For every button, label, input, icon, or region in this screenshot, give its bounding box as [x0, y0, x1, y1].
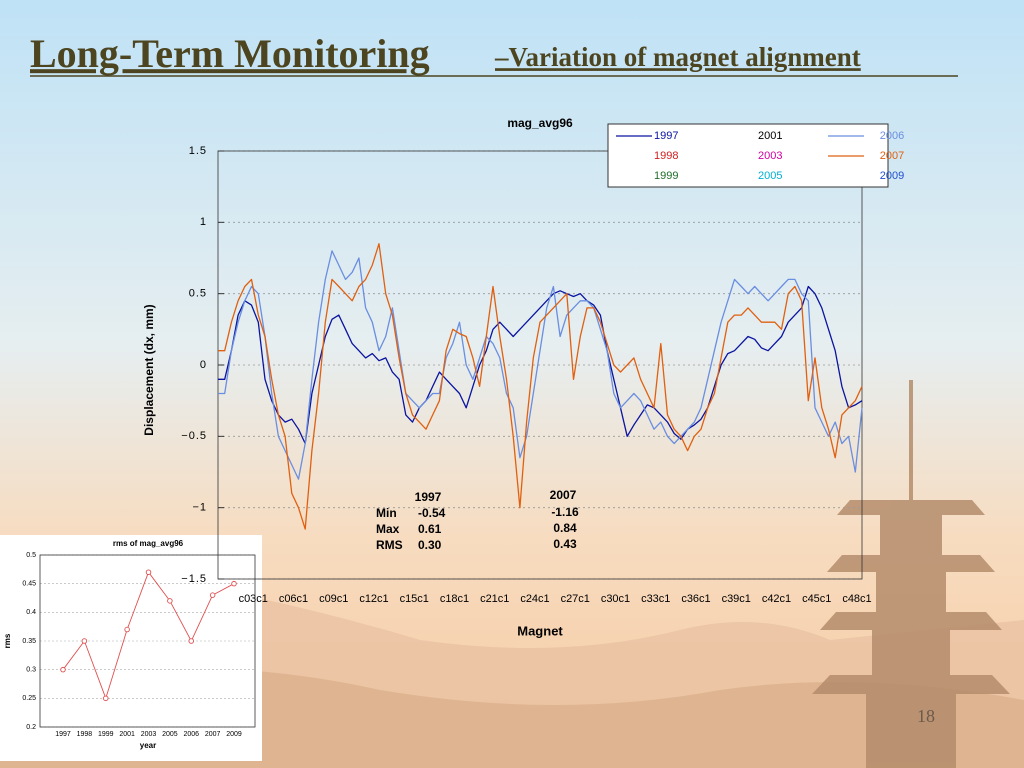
legend-label: 2001	[758, 130, 782, 142]
y-tick-label: 0.5	[26, 552, 36, 559]
slide-subtitle: –Variation of magnet alignment	[494, 42, 861, 72]
stats-year: 2007	[550, 488, 577, 502]
y-tick-label: 1.5	[189, 145, 207, 157]
y-tick-label: −0.5	[181, 430, 207, 442]
stats-value: 0.61	[418, 522, 442, 536]
x-tick-label: 1997	[55, 731, 71, 738]
y-tick-label: 0	[200, 359, 207, 371]
x-tick-label: 2005	[162, 731, 178, 738]
pagoda	[812, 380, 1010, 768]
stats-label: Max	[376, 522, 400, 536]
data-line	[218, 243, 863, 530]
stats-value: -0.54	[418, 506, 446, 520]
stats-label: Min	[376, 506, 397, 520]
data-point	[124, 626, 130, 633]
x-tick-label: 1999	[98, 731, 114, 738]
x-tick-label: c03c1	[239, 593, 268, 605]
data-point	[188, 638, 194, 644]
data-line	[218, 250, 863, 480]
legend-label: 2005	[758, 170, 782, 182]
y-tick-label: 0.4	[26, 609, 36, 616]
stats-year: 1997	[415, 490, 442, 504]
y-tick-label: 1	[200, 216, 207, 228]
y-tick-label: 0.35	[22, 638, 36, 645]
x-tick-label: c27c1	[561, 593, 590, 605]
x-tick-label: c21c1	[480, 593, 509, 605]
legend-label: 1999	[654, 170, 678, 182]
x-tick-label: c33c1	[641, 593, 670, 605]
legend-label: 2009	[880, 170, 904, 182]
legend-label: 2007	[880, 150, 904, 162]
x-tick-label: c15c1	[400, 593, 429, 605]
x-tick-label: c45c1	[802, 593, 831, 605]
y-axis-label: rms	[3, 633, 12, 648]
stats-value: 0.30	[418, 538, 442, 552]
y-tick-label: 0.5	[189, 288, 207, 300]
x-tick-label: c39c1	[722, 593, 751, 605]
x-tick-label: c42c1	[762, 593, 791, 605]
x-tick-label: c06c1	[279, 593, 308, 605]
legend-label: 1998	[654, 150, 678, 162]
data-point	[81, 638, 88, 644]
stats-label: RMS	[376, 538, 403, 552]
x-tick-label: 2009	[226, 731, 242, 738]
data-point	[145, 569, 152, 575]
x-tick-label: c18c1	[440, 593, 469, 605]
data-line	[218, 285, 863, 445]
slide-title: Long-Term Monitoring	[30, 31, 430, 76]
x-tick-label: 2003	[141, 731, 157, 738]
x-tick-label: c48c1	[842, 593, 871, 605]
stats-value: -1.16	[551, 505, 579, 519]
y-tick-label: 0.25	[22, 695, 36, 702]
page-number: 18	[917, 706, 935, 726]
x-tick-label: c30c1	[601, 593, 630, 605]
data-point	[102, 695, 109, 702]
plot-frame	[217, 150, 863, 580]
x-tick-label: c12c1	[359, 593, 388, 605]
y-tick-label: 0.45	[22, 581, 36, 588]
y-tick-label: −1	[192, 502, 207, 514]
x-axis-label: Magnet	[517, 623, 563, 638]
data-point	[60, 666, 66, 673]
y-tick-label: 0.3	[26, 667, 36, 674]
data-point	[231, 580, 237, 587]
x-tick-label: 1998	[77, 731, 93, 738]
legend-label: 2003	[758, 150, 782, 162]
x-tick-label: c24c1	[520, 593, 549, 605]
y-tick-label: 0.2	[26, 724, 36, 731]
x-tick-label: c36c1	[681, 593, 710, 605]
y-tick-label: −1.5	[181, 573, 207, 585]
x-tick-label: 2001	[119, 731, 135, 738]
chart-title: mag_avg96	[507, 116, 573, 130]
chart-title: rms of mag_avg96	[113, 539, 184, 548]
y-axis-label: Displacement (dx, mm)	[142, 304, 156, 435]
data-point	[167, 598, 173, 604]
x-axis-label: year	[140, 741, 156, 750]
stats-value: 0.84	[553, 521, 577, 535]
x-tick-label: 2006	[183, 731, 199, 738]
stats-value: 0.43	[553, 537, 577, 551]
x-tick-label: 2007	[205, 731, 221, 738]
legend-label: 1997	[654, 130, 678, 142]
legend-label: 2006	[880, 130, 904, 142]
x-tick-label: c09c1	[319, 593, 348, 605]
data-point	[209, 592, 216, 598]
plot-frame	[39, 554, 256, 728]
